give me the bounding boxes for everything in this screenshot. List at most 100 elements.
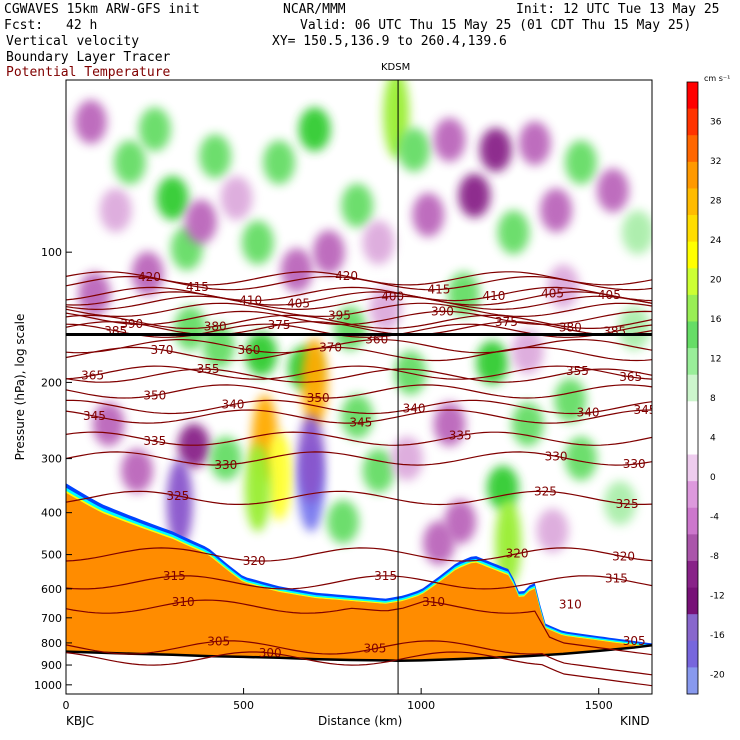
velocity-cell-18 (412, 192, 445, 237)
velocity-cell-22 (497, 210, 530, 255)
boundary-layer-tracer (66, 483, 652, 694)
y-tick-label-100: 100 (41, 246, 62, 259)
colorbar-swatch-5 (687, 215, 698, 243)
velocity-cell-5 (184, 199, 217, 244)
colorbar-swatch-14 (687, 454, 698, 482)
colorbar-swatch-8 (687, 294, 698, 322)
theta-label-350-0: 350 (143, 388, 166, 402)
theta-label-415-1: 415 (427, 283, 450, 297)
forecast-label: Fcst: (4, 18, 44, 33)
velocity-cell-10 (263, 140, 296, 185)
velocity-cell-17 (398, 127, 431, 172)
colorbar-tick-0: 0 (710, 473, 716, 483)
forecast-hour: 42 h (66, 18, 98, 33)
axes: 0 500 1000 1500 100 200 300 400 500 600 700 800 900 1… (34, 246, 613, 712)
theta-label-350-1: 350 (307, 391, 330, 405)
theta-label-355-0: 355 (197, 362, 220, 376)
org-label: NCAR/MMM (283, 2, 346, 17)
theta-label-420-1: 420 (335, 269, 358, 283)
theta-contour-385 (66, 323, 652, 338)
theta-label-400-0: 400 (381, 289, 404, 303)
colorbar-swatch-0 (687, 82, 698, 110)
theta-label-395-0: 395 (328, 308, 351, 322)
velocity-cell-14 (341, 183, 374, 228)
theta-contour-315 (66, 575, 652, 590)
velocity-cell-45 (341, 394, 374, 439)
colorbar-swatch-2 (687, 135, 698, 163)
theta-contour-375 (66, 321, 652, 336)
velocity-cell-20 (458, 173, 491, 218)
field-boundary-layer-tracer: Boundary Layer Tracer (6, 50, 171, 65)
y-axis-label: Pressure (hPa), log scale (13, 313, 27, 461)
theta-label-340-2: 340 (577, 406, 600, 420)
theta-label-405-1: 405 (541, 287, 564, 301)
colorbar-tick-32: 32 (710, 157, 721, 167)
theta-label-320-2: 320 (612, 550, 635, 564)
field-vertical-velocity: Vertical velocity (6, 34, 140, 49)
colorbar-swatch-19 (687, 587, 698, 615)
theta-label-380-1: 380 (559, 320, 582, 334)
model-title: CGWAVES 15km ARW-GFS init (4, 2, 200, 17)
colorbar-tick--4: -4 (710, 512, 719, 522)
velocity-cell-49 (433, 402, 466, 447)
terrain-line (66, 643, 652, 663)
x-tick-label-1500: 1500 (585, 699, 613, 712)
velocity-cell-6 (113, 140, 146, 185)
plot-overlay (66, 80, 652, 694)
theta-contour-300 (66, 651, 652, 687)
colorbar-swatch-13 (687, 427, 698, 455)
theta-label-370-0: 370 (150, 343, 173, 357)
theta-label-315-2: 315 (605, 572, 628, 586)
theta-contour-370 (66, 346, 652, 362)
y-tick-label-200: 200 (41, 376, 62, 389)
theta-contour-395 (66, 302, 652, 318)
x-tick-label-0: 0 (63, 699, 70, 712)
theta-label-405-2: 405 (598, 288, 621, 302)
theta-label-330-1: 330 (545, 449, 568, 463)
velocity-cell-66 (618, 306, 651, 351)
velocity-cell-42 (121, 448, 154, 493)
velocity-cell-56 (564, 436, 597, 481)
colorbar-swatch-20 (687, 614, 698, 642)
velocity-cell-44 (209, 436, 242, 481)
theta-contour-360 (66, 338, 652, 354)
x-tick-label-1000: 1000 (407, 699, 435, 712)
theta-contour-310 (66, 599, 652, 656)
colorbar-tick-16: 16 (710, 315, 722, 325)
velocity-cell-21 (479, 127, 512, 172)
theta-label-365-0: 365 (81, 369, 104, 383)
theta-label-315-0: 315 (163, 569, 186, 583)
init-time: Init: 12 UTC Tue 13 May 25 (516, 2, 720, 17)
y-tick-label-900: 900 (41, 659, 62, 672)
colorbar-swatch-21 (687, 640, 698, 668)
station-label-mid: KDSM (381, 62, 411, 73)
x-tick-label-500: 500 (233, 699, 254, 712)
theta-label-420-0: 420 (138, 270, 161, 284)
theta-label-330-2: 330 (623, 457, 646, 471)
velocity-cell-47 (327, 499, 360, 544)
velocity-cell-41 (166, 459, 193, 548)
theta-label-325-0: 325 (166, 489, 189, 503)
velocity-cell-11 (280, 248, 313, 293)
theta-label-405-0: 405 (287, 296, 310, 310)
theta-label-315-1: 315 (374, 569, 397, 583)
theta-contour-345 (66, 409, 652, 424)
velocity-cell-3 (156, 176, 189, 221)
theta-contour-410 (66, 286, 652, 302)
theta-contour-350 (66, 384, 652, 399)
velocity-cell-25 (564, 140, 597, 185)
theta-label-390-0: 390 (120, 317, 143, 331)
theta-label-325-2: 325 (616, 497, 639, 511)
colorbar-swatch-9 (687, 321, 698, 349)
colorbar-tick--20: -20 (710, 670, 725, 680)
theta-label-340-0: 340 (221, 398, 244, 412)
y-tick-label-600: 600 (41, 583, 62, 596)
velocity-cell-12 (298, 107, 331, 152)
velocity-cell-26 (596, 168, 629, 213)
theta-label-320-1: 320 (506, 547, 529, 561)
velocity-cell-43 (92, 402, 125, 447)
velocity-cell-65 (547, 264, 580, 309)
colorbar-swatch-16 (687, 507, 698, 535)
colorbar-swatch-6 (687, 241, 698, 269)
